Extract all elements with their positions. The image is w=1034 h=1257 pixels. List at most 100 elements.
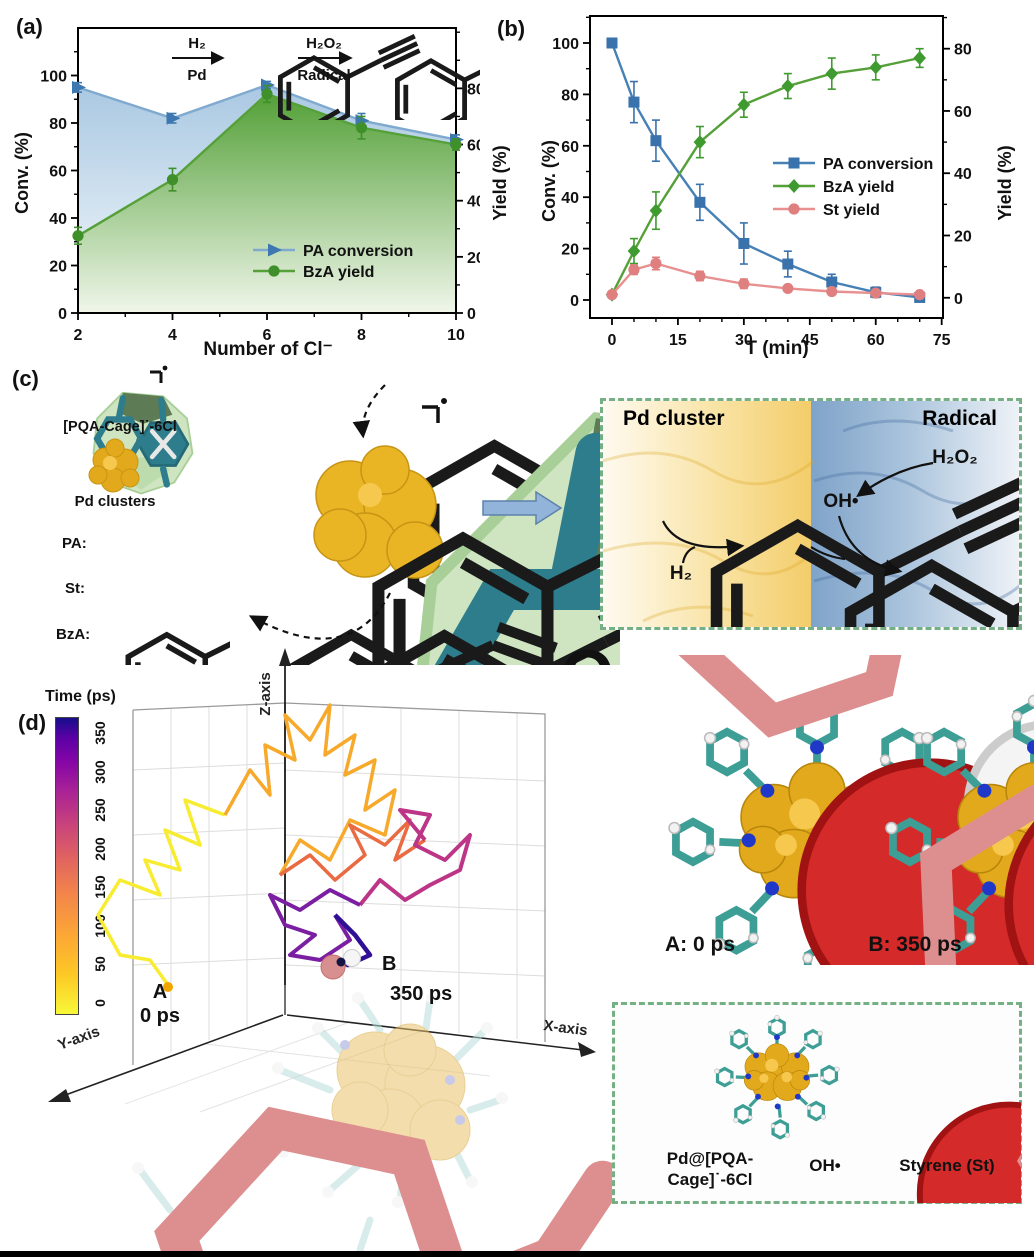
- x-tick-label: 0: [608, 332, 617, 349]
- hydrogenation-arrow: [662, 520, 745, 557]
- pd-cluster-zone: [603, 401, 811, 627]
- y-tick-label: 80: [954, 42, 972, 59]
- y-axis-arrowhead: [48, 1089, 71, 1102]
- data-marker: [166, 111, 181, 125]
- y-tick-label: 80: [49, 116, 67, 133]
- marker-b-time: 350 ps: [390, 983, 452, 1005]
- marker-a-time: 0 ps: [140, 1005, 180, 1027]
- panel-b-chart: 0 15 30 45 60 75 0 20 40 60 80 100 0 20 40 60 80 PA conve…: [552, 15, 972, 349]
- data-marker: [355, 122, 368, 134]
- panel-c-label: (c): [12, 366, 39, 391]
- data-marker: [738, 278, 750, 290]
- x-tick-label: 15: [669, 332, 687, 349]
- pd-clusters-label: Pd clusters: [75, 493, 156, 510]
- data-marker: [694, 196, 706, 208]
- panel-a-label: (a): [16, 14, 43, 39]
- data-marker: [72, 80, 86, 94]
- pa-entry-arrow: [352, 384, 386, 439]
- panel-a-reaction-scheme: H₂ Pd H₂O₂ Radical: [172, 35, 480, 120]
- styrene-feed-line: [810, 546, 846, 561]
- data-marker: [628, 96, 640, 108]
- y-tick-label: 20: [954, 228, 972, 245]
- transition-arrow: [482, 490, 563, 526]
- panel-b-label: (b): [497, 16, 526, 41]
- data-marker: [782, 258, 794, 270]
- data-marker: [738, 237, 750, 249]
- x-axis-line: [286, 1014, 584, 1051]
- z-axis-arrowhead: [279, 648, 291, 666]
- data-marker: [268, 265, 280, 277]
- wall-edges: [132, 702, 546, 1065]
- y-tick-label: 0: [954, 291, 963, 308]
- data-marker: [694, 270, 706, 282]
- data-marker: [627, 244, 641, 259]
- legend-cage-label-line2: Cage]˙-6Cl: [667, 1170, 753, 1190]
- y-tick-label: 20: [49, 259, 67, 276]
- legend-label: PA conversion: [823, 156, 933, 173]
- y-tick-label: 40: [49, 211, 67, 228]
- mechanism-box: H₂ OH• H₂O₂ Pd cluster Radical: [600, 398, 1022, 630]
- st-label: St:: [65, 580, 85, 597]
- data-marker: [606, 37, 618, 49]
- data-marker: [782, 282, 794, 295]
- panel-b-xlabel: T (min): [745, 338, 809, 359]
- box-oh-label: OH•: [823, 491, 859, 512]
- box-h2-label: H₂: [670, 563, 692, 584]
- panel-b-ylabel-left: Conv. (%): [539, 140, 559, 222]
- x-tick-label: 10: [447, 327, 465, 344]
- data-marker: [450, 138, 462, 151]
- panel-b-ylabel-right: Yield (%): [995, 145, 1015, 221]
- start-point-dot: [163, 982, 173, 992]
- panel-c-legend-column: [PQA-Cage]˙-6Cl Pd clusters PA: St: BzA:: [56, 365, 230, 665]
- legend-cage: [712, 1013, 842, 1140]
- y-tick-label: 0: [467, 306, 476, 323]
- panel-d-label: (d): [18, 710, 47, 735]
- data-marker: [870, 287, 882, 299]
- data-marker: [650, 257, 662, 270]
- legend-label: BzA yield: [303, 264, 374, 281]
- radical-cation-notation: [150, 365, 168, 383]
- pd-cluster-zone-title: Pd cluster: [623, 407, 725, 430]
- pd-cluster-icon: [88, 438, 140, 493]
- panel-c-cage-scene: [248, 384, 620, 665]
- encapsulated-pd-cluster: [313, 445, 444, 579]
- data-marker: [825, 66, 839, 81]
- data-marker: [914, 289, 926, 301]
- structure-a-label: A: 0 ps: [665, 933, 735, 956]
- data-marker: [606, 289, 618, 301]
- radical-cation-notation-large: [422, 398, 447, 423]
- x-tick-label: 8: [357, 327, 366, 344]
- y-axis-label: Y-axis: [56, 1023, 103, 1054]
- y-tick-label: 40: [954, 166, 972, 183]
- data-marker: [649, 203, 663, 218]
- x-axis-label: X-axis: [543, 1017, 589, 1039]
- time-colorbar: Time (ps) 0 50 100 150 200 250 300 350: [45, 688, 155, 1033]
- y-tick-label: 20: [467, 250, 480, 267]
- colorbar-title: Time (ps): [45, 688, 116, 705]
- data-marker: [166, 174, 179, 186]
- end-point-dot: [336, 957, 346, 967]
- data-marker: [788, 203, 800, 215]
- x-tick-label: 2: [74, 327, 83, 344]
- oh-at-end-white: [343, 949, 361, 967]
- structure-legend-box: Pd@[PQA- Cage]˙-6Cl OH• Styrene (St): [612, 1002, 1022, 1204]
- y-tick-label: 60: [467, 138, 480, 155]
- data-marker: [788, 157, 800, 169]
- y-tick-label: 0: [570, 293, 579, 310]
- data-marker: [913, 51, 927, 66]
- y-tick-label: 20: [561, 242, 579, 259]
- cage-legend-label: [PQA-Cage]˙-6Cl: [63, 419, 177, 435]
- pa-label: PA:: [62, 535, 87, 552]
- scheme-h2-label: H₂: [188, 35, 206, 52]
- y-tick-label: 100: [552, 36, 579, 53]
- mechanism-drawing: H₂ OH• H₂O₂: [603, 419, 1019, 627]
- panel-a-xlabel: Number of Cl⁻: [203, 339, 333, 360]
- data-marker: [781, 79, 795, 94]
- data-marker: [268, 243, 282, 257]
- data-marker: [737, 97, 751, 112]
- legend-cage-label-line1: Pd@[PQA-: [666, 1149, 754, 1168]
- marker-a-letter: A: [153, 981, 167, 1003]
- legend-label: BzA yield: [823, 179, 894, 196]
- y-tick-label: 40: [467, 194, 480, 211]
- x-tick-label: 45: [801, 332, 819, 349]
